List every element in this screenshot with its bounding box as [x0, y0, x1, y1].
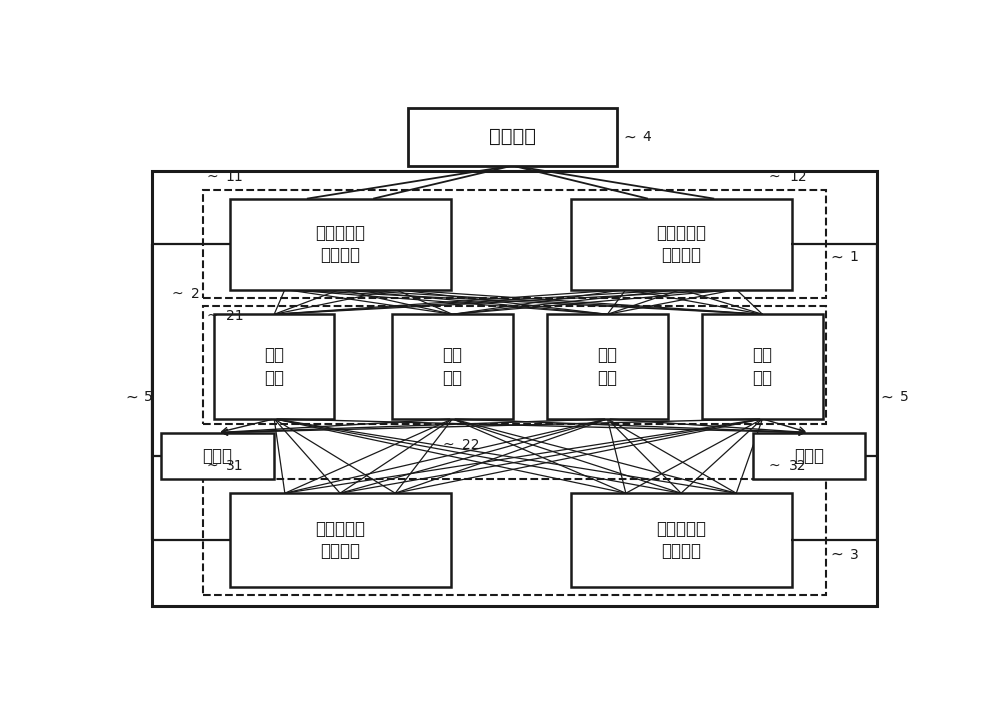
- Bar: [230, 493, 450, 587]
- Text: ~: ~: [830, 547, 843, 562]
- Text: 2: 2: [191, 287, 200, 300]
- Text: 22: 22: [462, 438, 480, 452]
- Bar: [202, 190, 826, 297]
- Bar: [547, 315, 668, 419]
- Text: ~: ~: [125, 390, 138, 405]
- Text: 主控制通道
接口单元: 主控制通道 接口单元: [315, 224, 365, 264]
- Bar: [702, 315, 822, 419]
- Text: ~: ~: [881, 390, 893, 405]
- Bar: [230, 199, 450, 290]
- Text: 备数据通道
接口单元: 备数据通道 接口单元: [656, 520, 706, 560]
- Bar: [571, 493, 792, 587]
- Text: 1: 1: [850, 250, 858, 264]
- Text: 4: 4: [643, 129, 651, 144]
- Text: 5: 5: [144, 390, 153, 404]
- Bar: [571, 199, 792, 290]
- Text: 31: 31: [226, 459, 243, 473]
- Text: 12: 12: [789, 169, 807, 184]
- Text: 备控
制器: 备控 制器: [752, 347, 772, 387]
- Text: ~: ~: [623, 129, 636, 144]
- Text: ~: ~: [206, 309, 218, 322]
- Text: 磁盘框: 磁盘框: [794, 447, 824, 465]
- Text: ~: ~: [830, 250, 843, 265]
- Bar: [214, 315, 334, 419]
- Bar: [161, 433, 274, 480]
- Text: ~: ~: [206, 169, 218, 184]
- Text: 21: 21: [226, 309, 243, 322]
- Bar: [392, 315, 512, 419]
- Bar: [408, 108, 617, 166]
- Text: 32: 32: [789, 459, 807, 473]
- Text: 磁盘框: 磁盘框: [203, 447, 233, 465]
- Text: 主控
制器: 主控 制器: [264, 347, 284, 387]
- Text: ~: ~: [206, 459, 218, 473]
- Text: 备控制通道
接口单元: 备控制通道 接口单元: [656, 224, 706, 264]
- Text: ~: ~: [768, 169, 780, 184]
- Text: 3: 3: [850, 548, 858, 561]
- Bar: [202, 480, 826, 595]
- Text: 11: 11: [226, 169, 244, 184]
- Text: 5: 5: [900, 390, 909, 404]
- Text: 主控
制器: 主控 制器: [597, 347, 617, 387]
- Text: ~: ~: [443, 438, 454, 452]
- Bar: [152, 171, 877, 606]
- Bar: [753, 433, 865, 480]
- Text: ~: ~: [172, 287, 183, 300]
- Text: 备控
制器: 备控 制器: [442, 347, 462, 387]
- Text: 主数据通道
接口单元: 主数据通道 接口单元: [315, 520, 365, 560]
- Text: 监控模块: 监控模块: [489, 127, 536, 147]
- Bar: [202, 306, 826, 425]
- Text: ~: ~: [768, 459, 780, 473]
